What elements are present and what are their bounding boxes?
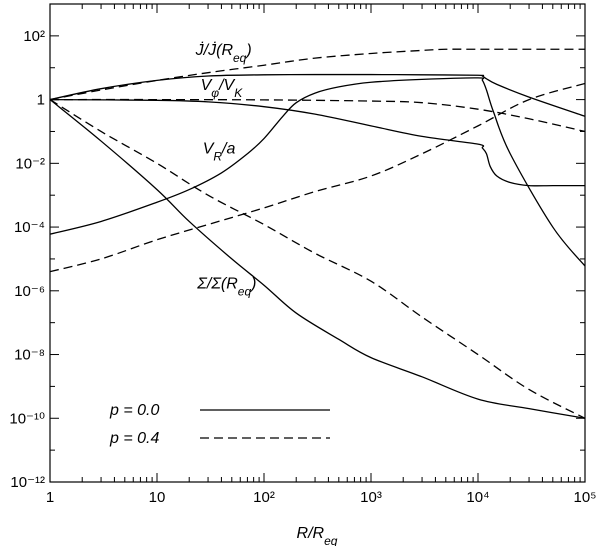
annotation-group: J̇/J̇(Req) Vφ/VK VR/a Σ/Σ(Req) — [195, 41, 257, 299]
series-line-0 — [50, 73, 585, 117]
series-line-5 — [50, 82, 585, 273]
series-line-2 — [50, 98, 585, 187]
series-group — [50, 48, 585, 419]
series-line-6 — [50, 99, 585, 419]
y-tick-label: 10⁻⁴ — [14, 219, 45, 236]
legend-label: p = 0.0 — [109, 402, 159, 419]
y-tick-label: 10⁻¹² — [10, 474, 45, 491]
x-axis-label: R/Req — [297, 525, 338, 546]
series-line-4 — [50, 77, 585, 267]
y-tick-label: 10² — [23, 28, 45, 45]
x-tick-label: 10³ — [360, 489, 382, 506]
x-tick-label: 10⁴ — [466, 489, 489, 506]
x-tick-label: 10² — [253, 489, 275, 506]
plot-frame — [49, 3, 586, 483]
series-line-7 — [50, 99, 585, 419]
series-line-1 — [50, 48, 585, 101]
y-tick-label: 10⁻⁸ — [14, 347, 45, 364]
annotation-label: Vφ/VK — [201, 77, 244, 100]
annotation-label: J̇/J̇(Req) — [195, 41, 252, 65]
y-tick-label: 1 — [37, 92, 45, 109]
legend-label: p = 0.4 — [109, 430, 159, 447]
annotation-label: Σ/Σ(Req) — [196, 275, 256, 298]
x-tick-label: 10 — [149, 489, 166, 506]
x-tick-label: 10⁵ — [574, 489, 597, 506]
y-tick-label: 10⁻⁶ — [14, 283, 45, 300]
annotation-label: VR/a — [203, 141, 236, 164]
y-tick-label: 10⁻¹⁰ — [9, 410, 45, 427]
tick-group: 1 10 10² 10³ 10⁴ 10⁵ 10⁻¹² 10⁻¹⁰ 10⁻⁸ 10⁻⁶ 10⁻⁴ 10⁻… — [9, 4, 596, 506]
legend: p = 0.0 p = 0.4 — [109, 402, 330, 447]
y-tick-label: 10⁻² — [15, 155, 45, 172]
series-line-3 — [50, 98, 585, 133]
x-tick-label: 1 — [46, 489, 54, 506]
